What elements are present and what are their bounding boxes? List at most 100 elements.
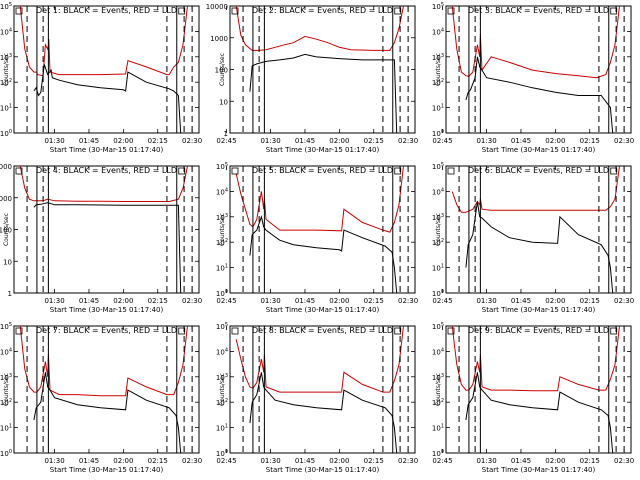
detector-panel: Det 9: BLACK = Events, RED = LLD 100 101 10… — [432, 322, 634, 474]
x-tick-label: 02:30 — [182, 137, 202, 145]
plot-title: Det 5: BLACK = Events, RED = LLD — [252, 166, 393, 175]
y-tick-label: 100 — [216, 449, 228, 458]
detector-panel: Det 7: BLACK = Events, RED = LLD 100 101 10… — [0, 322, 237, 474]
plot-title: Det 9: BLACK = Events, RED = LLD — [468, 326, 609, 335]
y-tick-label: 1 — [224, 130, 228, 138]
y-axis-label: Counts/sec — [435, 213, 442, 246]
plot-title: Det 2: BLACK = Events, RED = LLD — [252, 6, 393, 15]
y-tick-label: 103 — [432, 53, 444, 62]
y-tick-label: 10 — [219, 98, 228, 106]
y-tick-label: 105 — [432, 2, 444, 11]
y-tick-label: 10000 — [0, 163, 12, 171]
detector-panel: Det 6: BLACK = Events, RED = LLD 100 101 10… — [432, 162, 634, 314]
plot-frame — [229, 5, 416, 134]
y-tick-label: 104 — [0, 347, 12, 356]
corner-marker — [231, 7, 239, 15]
y-tick-label: 102 — [0, 78, 12, 87]
y-tick-label: 104 — [432, 347, 444, 356]
detector-panel: Det 2: BLACK = Events, RED = LLD 1 10 100 10… — [206, 3, 453, 154]
y-axis-label: Counts/sec — [3, 373, 10, 406]
y-tick-label: 103 — [0, 373, 12, 382]
x-tick-label: 01:30 — [476, 297, 496, 305]
y-axis-label: Counts/sec — [219, 373, 226, 406]
y-tick-label: 102 — [432, 238, 444, 247]
x-tick-label: 02:30 — [182, 457, 202, 465]
corner-marker — [610, 7, 618, 15]
y-tick-label: 104 — [432, 187, 444, 196]
y-tick-label: 101 — [0, 104, 12, 113]
plot-frame — [229, 165, 416, 294]
y-tick-label: 102 — [432, 398, 444, 407]
x-tick-label: 02:15 — [364, 137, 384, 145]
x-tick-label: 01:45 — [79, 297, 99, 305]
y-axis-label: Counts/sec — [219, 53, 226, 86]
y-tick-label: 1 — [8, 290, 12, 298]
events-series-line — [249, 53, 398, 133]
y-tick-label: 105 — [0, 2, 12, 11]
detector-panel: Det 8: BLACK = Events, RED = LLD 100 101 10… — [216, 322, 453, 474]
y-tick-label: 10 — [3, 258, 12, 266]
y-tick-label: 103 — [216, 373, 228, 382]
y-tick-label: 105 — [432, 322, 444, 331]
x-axis-label: Start Time (30-Mar-15 01:17:40) — [266, 146, 380, 154]
events-series-line — [33, 372, 182, 453]
y-axis-label: Counts/sec — [219, 213, 226, 246]
corner-marker — [610, 167, 618, 175]
x-tick-label: 02:00 — [545, 297, 565, 305]
y-tick-label: 104 — [216, 187, 228, 196]
y-tick-label: 102 — [432, 78, 444, 87]
lld-series-line — [19, 6, 188, 77]
x-tick-label: 01:45 — [79, 137, 99, 145]
lld-series-line — [235, 166, 404, 233]
x-tick-label: 02:45 — [216, 137, 236, 145]
x-tick-label: 01:45 — [511, 137, 531, 145]
corner-marker — [231, 167, 239, 175]
x-tick-label: 02:15 — [148, 137, 168, 145]
detector-panel: Det 4: BLACK = Events, RED = LLD 1 10 100 10… — [0, 163, 237, 314]
x-tick-label: 02:00 — [113, 297, 133, 305]
y-tick-label: 103 — [0, 53, 12, 62]
y-tick-label: 105 — [0, 322, 12, 331]
y-tick-label: 101 — [432, 424, 444, 433]
x-tick-label: 02:30 — [614, 297, 634, 305]
x-tick-label: 01:45 — [295, 137, 315, 145]
y-tick-label: 1000 — [210, 35, 228, 43]
y-tick-label: 10000 — [206, 3, 228, 11]
x-tick-label: 02:15 — [364, 297, 384, 305]
lld-series-line — [235, 326, 404, 393]
plot-frame — [445, 325, 632, 454]
lld-series-line — [451, 166, 620, 213]
x-tick-label: 02:45 — [432, 457, 452, 465]
events-series-line — [33, 64, 182, 133]
x-axis-label: Start Time (30-Mar-15 01:17:40) — [50, 306, 164, 314]
x-tick-label: 01:30 — [44, 457, 64, 465]
x-tick-label: 01:30 — [260, 297, 280, 305]
y-tick-label: 100 — [216, 289, 228, 298]
plot-frame — [13, 5, 200, 134]
corner-marker — [394, 7, 402, 15]
y-tick-label: 101 — [432, 264, 444, 273]
y-tick-label: 102 — [0, 398, 12, 407]
corner-marker — [610, 327, 618, 335]
events-series-line — [33, 202, 182, 293]
x-tick-label: 02:00 — [329, 457, 349, 465]
x-tick-label: 02:15 — [148, 297, 168, 305]
x-tick-label: 02:00 — [113, 137, 133, 145]
corner-marker — [178, 7, 186, 15]
x-tick-label: 02:00 — [113, 457, 133, 465]
y-tick-label: 103 — [432, 373, 444, 382]
x-tick-label: 02:30 — [398, 137, 418, 145]
plot-frame — [445, 5, 632, 134]
x-tick-label: 02:30 — [398, 457, 418, 465]
y-tick-label: 101 — [216, 424, 228, 433]
x-tick-label: 02:00 — [545, 137, 565, 145]
x-tick-label: 02:15 — [364, 457, 384, 465]
x-tick-label: 02:15 — [148, 457, 168, 465]
y-tick-label: 101 — [216, 264, 228, 273]
x-axis-label: Start Time (30-Mar-15 01:17:40) — [482, 466, 596, 474]
y-tick-label: 101 — [432, 104, 444, 113]
x-tick-label: 01:45 — [511, 457, 531, 465]
events-series-line — [249, 372, 398, 453]
x-tick-label: 02:15 — [580, 137, 600, 145]
